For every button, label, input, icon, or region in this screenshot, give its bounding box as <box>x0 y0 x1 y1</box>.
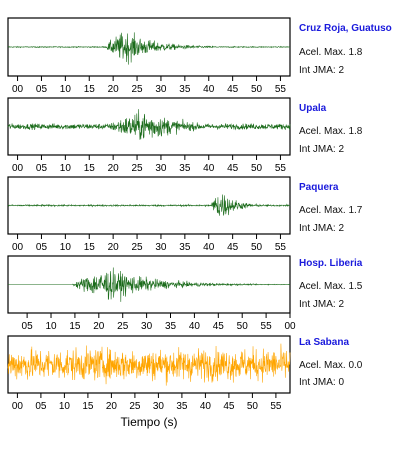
x-tick-label: 25 <box>129 401 141 412</box>
station-name: La Sabana <box>299 337 350 348</box>
x-tick-label: 15 <box>84 163 96 174</box>
station-name: Hosp. Liberia <box>299 258 363 269</box>
x-tick-label: 30 <box>155 163 167 174</box>
x-tick-label: 35 <box>179 242 191 253</box>
x-tick-label: 50 <box>251 163 263 174</box>
x-tick-label: 55 <box>261 321 273 332</box>
station-name: Cruz Roja, Guatuso <box>299 23 392 34</box>
x-tick-label: 45 <box>227 163 239 174</box>
accel-max-text: Acel. Max. 1.8 <box>299 47 363 58</box>
x-tick-label: 00 <box>12 401 24 412</box>
x-tick-label: 00 <box>12 163 24 174</box>
int-jma-text: Int JMA: 2 <box>299 223 345 234</box>
x-tick-label: 50 <box>251 84 263 95</box>
x-tick-label: 40 <box>203 163 215 174</box>
x-tick-label: 40 <box>189 321 201 332</box>
x-tick-label: 15 <box>84 84 96 95</box>
accel-max-text: Acel. Max. 1.5 <box>299 281 363 292</box>
x-tick-label: 25 <box>117 321 129 332</box>
x-tick-label: 55 <box>275 242 287 253</box>
x-tick-label: 10 <box>60 163 72 174</box>
x-tick-label: 35 <box>179 84 191 95</box>
waveform-trace-3 <box>8 267 291 302</box>
x-tick-label: 30 <box>153 401 165 412</box>
x-tick-label: 00 <box>12 242 24 253</box>
x-tick-label: 50 <box>251 242 263 253</box>
x-tick-label: 30 <box>155 84 167 95</box>
x-tick-label: 35 <box>179 163 191 174</box>
x-tick-label: 25 <box>131 84 143 95</box>
x-tick-label: 30 <box>141 321 153 332</box>
x-tick-label: 20 <box>108 163 120 174</box>
x-tick-label: 05 <box>22 321 34 332</box>
x-tick-label: 50 <box>247 401 259 412</box>
x-tick-label: 10 <box>45 321 57 332</box>
x-tick-label: 00 <box>12 84 24 95</box>
x-tick-label: 20 <box>108 242 120 253</box>
x-tick-label: 10 <box>60 84 72 95</box>
x-tick-label: 30 <box>155 242 167 253</box>
x-tick-label: 55 <box>275 84 287 95</box>
x-tick-label: 40 <box>203 242 215 253</box>
x-tick-label: 15 <box>82 401 94 412</box>
int-jma-text: Int JMA: 2 <box>299 144 345 155</box>
x-tick-label: 05 <box>36 242 48 253</box>
x-tick-label: 05 <box>35 401 47 412</box>
x-tick-label: 10 <box>60 242 72 253</box>
x-tick-label: 20 <box>108 84 120 95</box>
x-tick-label: 55 <box>270 401 282 412</box>
accel-max-text: Acel. Max. 1.8 <box>299 126 363 137</box>
x-tick-label: 45 <box>213 321 225 332</box>
x-tick-label: 40 <box>203 84 215 95</box>
waveform-trace-4 <box>7 343 291 386</box>
x-tick-label: 00 <box>284 321 296 332</box>
x-tick-label: 15 <box>69 321 81 332</box>
x-tick-label: 35 <box>165 321 177 332</box>
accel-max-text: Acel. Max. 1.7 <box>299 205 363 216</box>
station-name: Paquera <box>299 182 339 193</box>
x-tick-label: 50 <box>237 321 249 332</box>
x-tick-label: 45 <box>227 242 239 253</box>
waveform-trace-1 <box>7 109 291 140</box>
x-tick-label: 45 <box>227 84 239 95</box>
waveform-trace-2 <box>7 194 291 216</box>
x-tick-label: 25 <box>131 163 143 174</box>
x-tick-label: 05 <box>36 84 48 95</box>
int-jma-text: Int JMA: 2 <box>299 65 345 76</box>
x-tick-label: 05 <box>36 163 48 174</box>
x-tick-label: 45 <box>223 401 235 412</box>
x-tick-label: 40 <box>200 401 212 412</box>
accel-max-text: Acel. Max. 0.0 <box>299 360 363 371</box>
x-axis-title: Tiempo (s) <box>121 415 178 429</box>
waveform-trace-0 <box>7 32 291 65</box>
x-tick-label: 55 <box>275 163 287 174</box>
x-tick-label: 15 <box>84 242 96 253</box>
x-tick-label: 20 <box>93 321 105 332</box>
int-jma-text: Int JMA: 0 <box>299 377 345 388</box>
x-tick-label: 35 <box>176 401 188 412</box>
int-jma-text: Int JMA: 2 <box>299 299 345 310</box>
station-name: Upala <box>299 103 327 114</box>
x-tick-label: 25 <box>131 242 143 253</box>
x-tick-label: 20 <box>106 401 118 412</box>
x-tick-label: 10 <box>59 401 71 412</box>
